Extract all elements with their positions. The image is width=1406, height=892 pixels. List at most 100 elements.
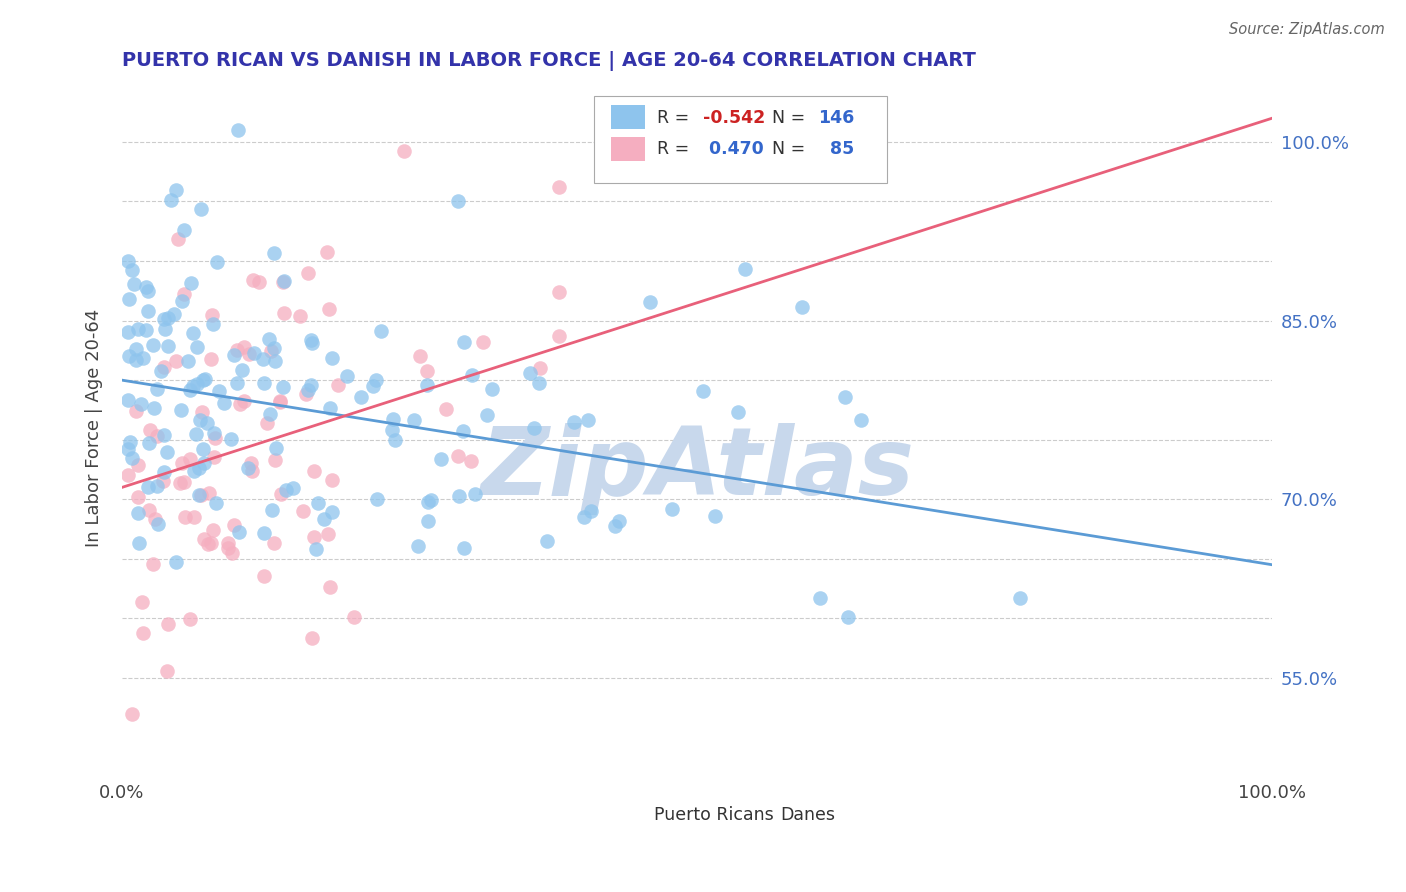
Point — [318, 302, 340, 317]
Text: 85: 85 — [818, 140, 855, 159]
Point — [117, 325, 139, 339]
Point — [572, 510, 595, 524]
Point — [118, 293, 141, 307]
Point — [143, 511, 166, 525]
Point — [152, 359, 174, 374]
Point — [139, 423, 162, 437]
Text: ZipAtlas: ZipAtlas — [481, 424, 914, 516]
Point — [188, 461, 211, 475]
Point — [451, 424, 474, 438]
Point — [297, 266, 319, 280]
Point — [200, 309, 222, 323]
Point — [260, 502, 283, 516]
Point — [118, 349, 141, 363]
Point — [221, 433, 243, 447]
Point — [299, 333, 322, 347]
Point — [183, 463, 205, 477]
Point — [607, 514, 630, 528]
Point — [169, 475, 191, 490]
Point — [190, 202, 212, 216]
Point — [131, 595, 153, 609]
Point — [548, 285, 571, 300]
Point — [226, 123, 249, 137]
Point — [252, 351, 274, 366]
Point — [117, 393, 139, 408]
Point — [202, 317, 225, 331]
Point — [127, 322, 149, 336]
Point — [264, 452, 287, 467]
Point — [849, 413, 872, 427]
Point — [188, 488, 211, 502]
Point — [146, 479, 169, 493]
Point — [579, 504, 602, 518]
Text: R =: R = — [657, 140, 695, 159]
Point — [121, 262, 143, 277]
Bar — [612, 137, 645, 161]
Point — [138, 435, 160, 450]
Point — [183, 509, 205, 524]
Point — [291, 503, 314, 517]
Point — [252, 376, 274, 390]
Point — [179, 383, 201, 397]
Bar — [612, 105, 645, 129]
Point — [173, 286, 195, 301]
Point — [727, 405, 749, 419]
Point — [453, 334, 475, 349]
Point — [247, 275, 270, 289]
Point — [221, 546, 243, 560]
Point — [299, 377, 322, 392]
Point — [536, 533, 558, 548]
Point — [366, 492, 388, 507]
Point — [392, 144, 415, 158]
Point — [146, 382, 169, 396]
Point — [124, 343, 146, 357]
Point — [562, 415, 585, 429]
Text: 146: 146 — [818, 109, 855, 127]
Point — [381, 411, 404, 425]
Point — [217, 541, 239, 556]
Point — [198, 485, 221, 500]
Point — [270, 487, 292, 501]
Point — [136, 303, 159, 318]
Point — [193, 532, 215, 546]
Point — [212, 396, 235, 410]
Text: 0.470: 0.470 — [703, 140, 763, 159]
Point — [180, 276, 202, 290]
Point — [263, 246, 285, 260]
Point — [321, 351, 343, 365]
Point — [172, 456, 194, 470]
Point — [160, 193, 183, 207]
Point — [128, 536, 150, 550]
Point — [319, 401, 342, 415]
Point — [152, 465, 174, 479]
Point — [146, 429, 169, 443]
Point — [117, 442, 139, 456]
Point — [135, 323, 157, 337]
Point — [117, 253, 139, 268]
Point — [236, 460, 259, 475]
Point — [204, 496, 226, 510]
Point — [200, 536, 222, 550]
Point — [416, 378, 439, 392]
Point — [297, 384, 319, 398]
Point — [127, 490, 149, 504]
Point — [408, 349, 430, 363]
Point — [195, 416, 218, 430]
Point — [434, 401, 457, 416]
Point — [661, 501, 683, 516]
Point — [153, 428, 176, 442]
FancyBboxPatch shape — [593, 96, 887, 183]
Point — [381, 423, 404, 437]
Point — [152, 474, 174, 488]
Point — [165, 556, 187, 570]
Point — [186, 341, 208, 355]
Point — [142, 401, 165, 415]
Point — [477, 408, 499, 422]
Point — [548, 179, 571, 194]
Text: R =: R = — [657, 109, 695, 127]
Point — [224, 517, 246, 532]
Point — [191, 442, 214, 457]
Point — [363, 378, 385, 392]
Point — [129, 397, 152, 411]
Point — [202, 426, 225, 441]
